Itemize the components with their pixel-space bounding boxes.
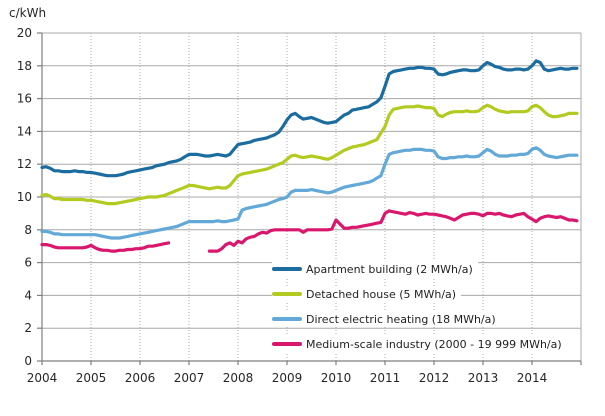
x-tick-label: 2012 xyxy=(419,371,450,385)
y-tick-label: 2 xyxy=(24,321,32,335)
legend-label: Medium-scale industry (2000 - 19 999 MWh… xyxy=(306,337,562,351)
y-tick-label: 14 xyxy=(17,124,32,138)
x-tick-label: 2004 xyxy=(27,371,58,385)
y-tick-label: 18 xyxy=(17,59,32,73)
direct-electric-heating-line-swatch xyxy=(272,317,302,321)
legend-label: Direct electric heating (18 MWh/a) xyxy=(306,312,496,326)
chart-legend: Apartment building (2 MWh/a) Detached ho… xyxy=(272,261,567,352)
series-line-3 xyxy=(40,241,171,253)
legend-item-medium-scale-industry: Medium-scale industry (2000 - 19 999 MWh… xyxy=(272,336,567,352)
y-tick-label: 20 xyxy=(17,26,32,40)
x-tick-label: 2008 xyxy=(223,371,254,385)
detached-house-line-swatch xyxy=(272,292,302,296)
y-tick-label: 12 xyxy=(17,157,32,171)
x-tick-label: 2005 xyxy=(76,371,107,385)
x-tick-label: 2009 xyxy=(272,371,303,385)
y-tick-label: 10 xyxy=(17,190,32,204)
y-tick-label: 4 xyxy=(24,288,32,302)
series-line-1 xyxy=(40,103,579,206)
y-tick-label: 0 xyxy=(24,354,32,368)
x-tick-label: 2014 xyxy=(517,371,548,385)
medium-scale-industry-line-swatch xyxy=(272,342,302,346)
series-line-0 xyxy=(40,59,579,178)
x-tick-label: 2010 xyxy=(321,371,352,385)
legend-item-direct-electric-heating: Direct electric heating (18 MWh/a) xyxy=(272,311,501,327)
legend-label: Detached house (5 MWh/a) xyxy=(306,287,457,301)
series-line-2 xyxy=(40,146,579,240)
x-tick-label: 2011 xyxy=(370,371,401,385)
series-line-3 xyxy=(207,209,579,253)
y-tick-label: 8 xyxy=(24,223,32,237)
x-tick-label: 2007 xyxy=(174,371,205,385)
apartment-building-line-swatch xyxy=(272,267,302,271)
legend-item-apartment-building: Apartment building (2 MWh/a) xyxy=(272,261,478,277)
y-tick-label: 16 xyxy=(17,92,32,106)
x-tick-label: 2013 xyxy=(468,371,499,385)
y-tick-label: 6 xyxy=(24,256,32,270)
legend-label: Apartment building (2 MWh/a) xyxy=(306,262,473,276)
legend-item-detached-house: Detached house (5 MWh/a) xyxy=(272,286,462,302)
y-axis-unit-label: c/kWh xyxy=(9,6,47,20)
x-tick-label: 2006 xyxy=(125,371,156,385)
